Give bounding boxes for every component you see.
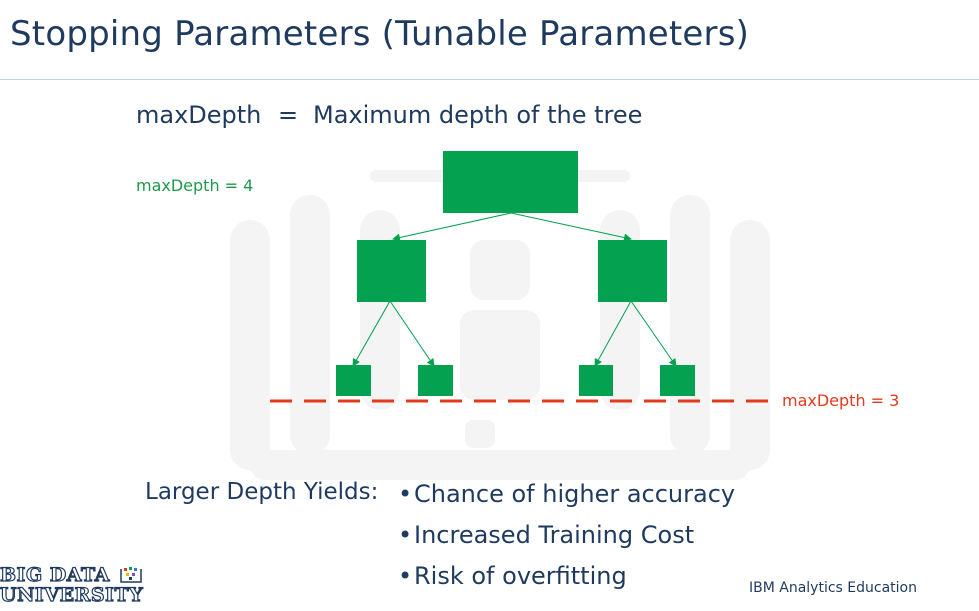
logo-line-1: BIG DATA [0,564,110,586]
yields-label: Larger Depth Yields: [145,479,379,505]
tree-left-node [357,240,426,302]
list-item-text: Risk of overfitting [414,562,627,590]
list-item: •Chance of higher accuracy [398,479,735,520]
tree-leaf-node [418,365,453,396]
footer-text: IBM Analytics Education [749,580,917,596]
slide-title: Stopping Parameters (Tunable Parameters) [10,14,750,54]
tree-root-node [443,151,578,213]
tree-right-node [598,240,667,302]
tree-leaf-node [579,365,613,396]
max-depth-4-label: maxDepth = 4 [136,176,254,195]
tree-leaf-node [336,365,371,396]
definition-term: maxDepth [136,101,262,129]
list-item: •Increased Training Cost [398,520,735,561]
title-divider [0,79,979,80]
definition-equals: = [278,101,299,129]
bullet-dot: • [398,480,413,508]
list-item-text: Chance of higher accuracy [414,480,736,508]
definition-description: Maximum depth of the tree [313,101,643,129]
yields-list: •Chance of higher accuracy •Increased Tr… [398,479,735,602]
list-item: •Risk of overfitting [398,561,735,602]
list-item-text: Increased Training Cost [414,521,695,549]
logo-line-2: UNIVERSITY [0,584,144,606]
big-data-university-logo: BIG DATA UNIVERSITY [0,562,145,608]
book-dots-icon [120,567,142,583]
bullet-dot: • [398,521,413,549]
bullet-dot: • [398,562,413,590]
max-depth-3-label: maxDepth = 3 [782,391,900,410]
tree-leaf-node [660,365,695,396]
